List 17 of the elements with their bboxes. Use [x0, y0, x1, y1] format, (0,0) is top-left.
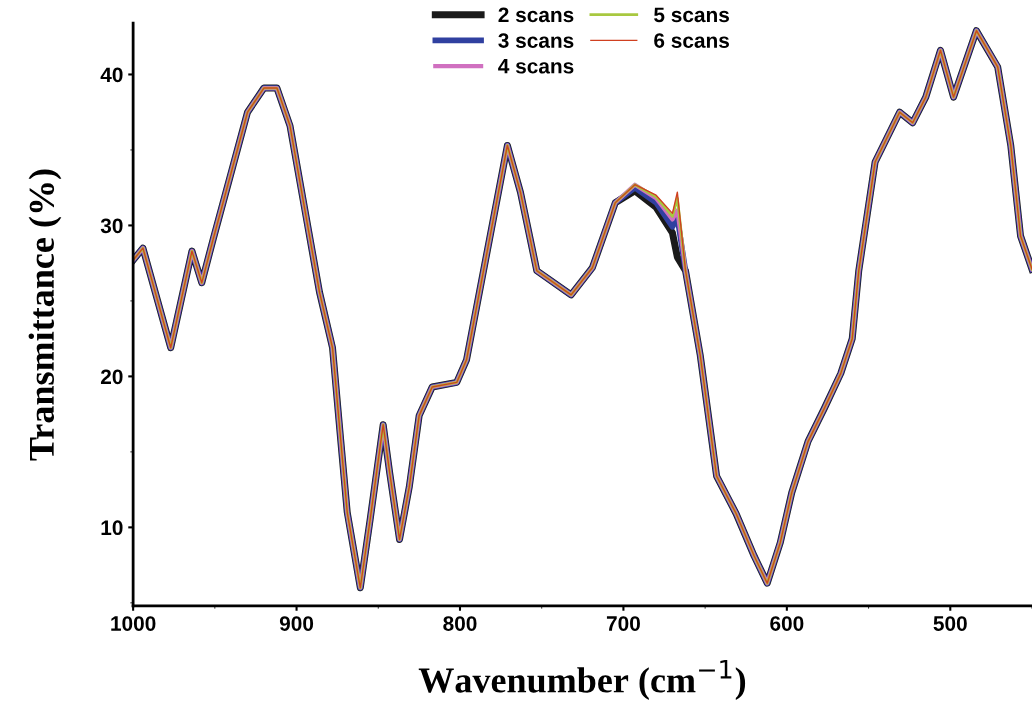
x-tick-label: 500 — [933, 616, 967, 631]
legend-label: 5 scans — [654, 7, 729, 23]
legend-label: 3 scans — [498, 33, 574, 48]
x-tick-label: 700 — [606, 616, 640, 631]
x-axis-title: Wavenumber (cm$^{−1}$) — [418, 660, 746, 700]
x-tick-label: 800 — [443, 616, 477, 631]
y-axis-title: Transmittance (%) — [28, 169, 62, 461]
y-tick-label: 40 — [100, 67, 123, 83]
y-tick-label: 20 — [100, 369, 123, 385]
legend-label: 4 scans — [498, 59, 574, 74]
x-tick-label: 900 — [279, 616, 314, 631]
y-tick-label: 10 — [101, 520, 123, 536]
legend-label: 6 scans — [654, 33, 729, 48]
x-tick-label: 1000 — [111, 616, 156, 631]
x-tick-label: 600 — [770, 616, 804, 631]
legend-label: 2 scans — [498, 7, 574, 23]
y-tick-label: 30 — [100, 218, 123, 234]
